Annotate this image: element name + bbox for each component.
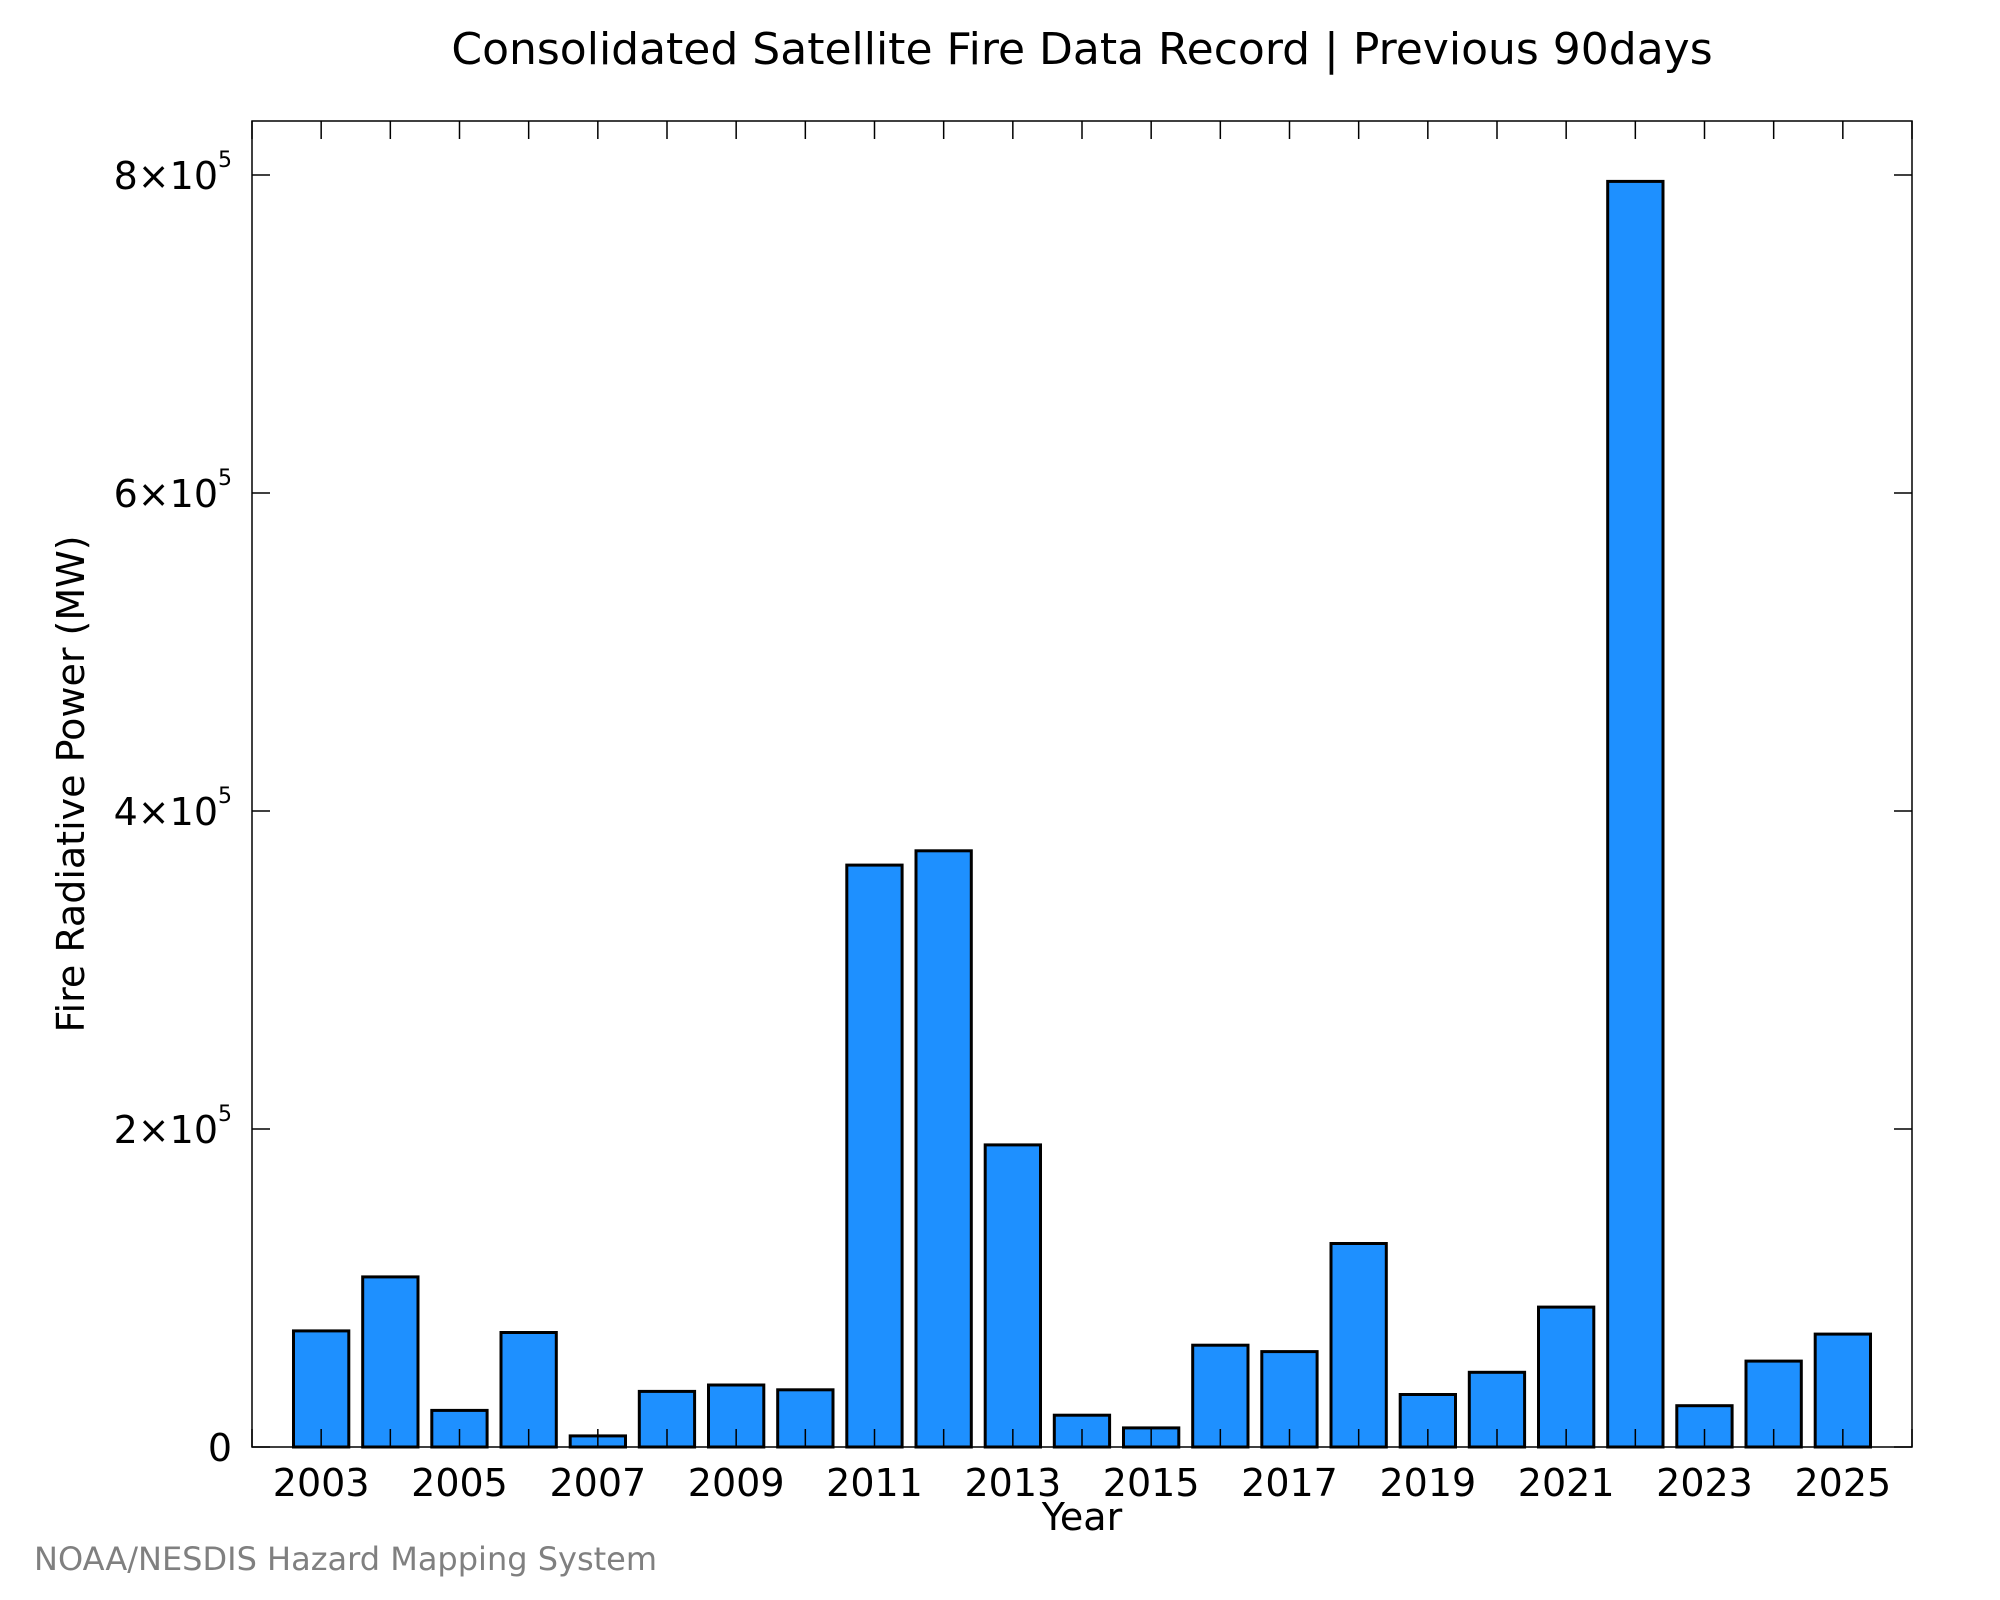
bars-layer (292, 179, 1872, 1449)
ticks-layer (251, 121, 1913, 1448)
y-tick-label-400000: 4×105 (114, 784, 232, 834)
credit-text: NOAA/NESDIS Hazard Mapping System (34, 1540, 657, 1578)
x-tick-labels: 2003 2005 2007 2009 2011 2013 2015 2017 2019 2021… (273, 1461, 1891, 1505)
bar-2018 (1329, 1242, 1388, 1449)
x-tick-label-2003: 2003 (273, 1461, 370, 1505)
y-axis-label: Fire Radiative Power (MW) (49, 535, 93, 1032)
x-tick-label-2011: 2011 (826, 1461, 923, 1505)
x-tick-label-2005: 2005 (411, 1461, 508, 1505)
plot-frame (251, 120, 1913, 1448)
y-tick-mantissa: 8×10 (114, 154, 218, 198)
x-axis-label: Year (1041, 1495, 1123, 1539)
y-tick-label-200000: 2×105 (114, 1102, 232, 1152)
bar-2022 (1606, 179, 1665, 1449)
bar-2012 (914, 849, 973, 1449)
y-tick-mantissa: 0 (208, 1426, 232, 1470)
y-tick-exponent: 5 (218, 148, 232, 173)
y-tick-label-0: 0 (208, 1426, 232, 1470)
bar-2021 (1537, 1305, 1596, 1449)
bar-2011 (845, 863, 904, 1449)
x-tick-label-2019: 2019 (1379, 1461, 1476, 1505)
y-tick-exponent: 5 (218, 784, 232, 809)
y-tick-exponent: 5 (218, 466, 232, 491)
x-tick-label-2021: 2021 (1518, 1461, 1615, 1505)
y-tick-label-800000: 8×105 (114, 148, 232, 198)
x-tick-label-2023: 2023 (1656, 1461, 1753, 1505)
x-tick-label-2015: 2015 (1103, 1461, 1200, 1505)
y-tick-exponent: 5 (218, 1102, 232, 1127)
x-tick-label-2013: 2013 (964, 1461, 1061, 1505)
y-tick-label-600000: 6×105 (114, 466, 232, 516)
y-tick-mantissa: 6×10 (114, 472, 218, 516)
x-tick-label-2025: 2025 (1794, 1461, 1891, 1505)
chart-title: Consolidated Satellite Fire Data Record … (451, 24, 1712, 75)
bar-2004 (361, 1275, 420, 1449)
x-tick-label-2017: 2017 (1241, 1461, 1338, 1505)
bar-2013 (983, 1143, 1043, 1449)
x-tick-label-2009: 2009 (688, 1461, 785, 1505)
bar-2025 (1813, 1332, 1872, 1449)
y-tick-mantissa: 4×10 (114, 790, 218, 834)
x-tick-label-2007: 2007 (549, 1461, 646, 1505)
y-tick-mantissa: 2×10 (114, 1108, 218, 1152)
